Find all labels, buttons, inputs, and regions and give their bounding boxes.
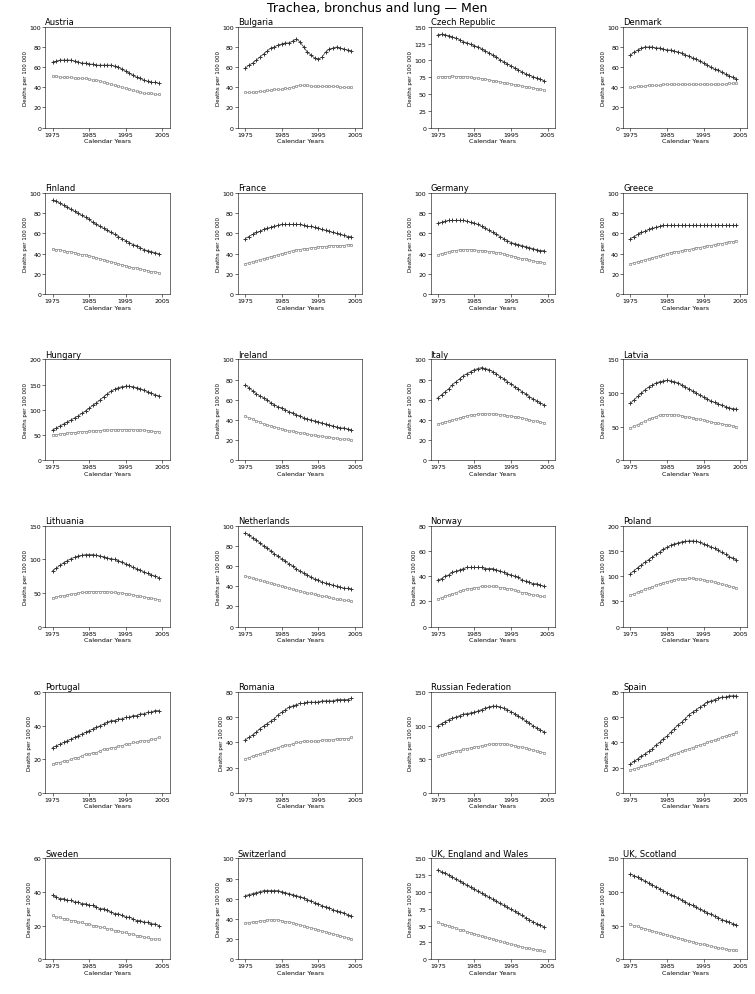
Text: Italy: Italy — [430, 350, 448, 359]
Y-axis label: Deaths per 100 000: Deaths per 100 000 — [601, 217, 606, 271]
Y-axis label: Deaths per 100 000: Deaths per 100 000 — [216, 549, 220, 604]
Y-axis label: Deaths per 100 000: Deaths per 100 000 — [216, 51, 220, 105]
Y-axis label: Deaths per 100 000: Deaths per 100 000 — [408, 217, 414, 271]
Y-axis label: Deaths per 100 000: Deaths per 100 000 — [220, 716, 224, 770]
X-axis label: Calendar Years: Calendar Years — [469, 803, 516, 808]
Y-axis label: Deaths per 100 000: Deaths per 100 000 — [216, 882, 220, 936]
X-axis label: Calendar Years: Calendar Years — [276, 471, 324, 476]
Text: Sweden: Sweden — [45, 849, 79, 858]
X-axis label: Calendar Years: Calendar Years — [469, 139, 516, 144]
Text: Norway: Norway — [430, 517, 463, 526]
Text: Russian Federation: Russian Federation — [430, 683, 510, 692]
Y-axis label: Deaths per 100 000: Deaths per 100 000 — [605, 716, 610, 770]
X-axis label: Calendar Years: Calendar Years — [662, 305, 709, 310]
Text: Latvia: Latvia — [623, 350, 649, 359]
Text: Switzerland: Switzerland — [238, 849, 287, 858]
X-axis label: Calendar Years: Calendar Years — [469, 970, 516, 975]
X-axis label: Calendar Years: Calendar Years — [276, 637, 324, 642]
Text: Poland: Poland — [623, 517, 652, 526]
Text: Germany: Germany — [430, 184, 470, 193]
X-axis label: Calendar Years: Calendar Years — [276, 803, 324, 808]
X-axis label: Calendar Years: Calendar Years — [84, 803, 131, 808]
X-axis label: Calendar Years: Calendar Years — [276, 139, 324, 144]
Y-axis label: Deaths per 100 000: Deaths per 100 000 — [216, 383, 220, 438]
Text: Trachea, bronchus and lung — Men: Trachea, bronchus and lung — Men — [267, 2, 488, 15]
Y-axis label: Deaths per 100 000: Deaths per 100 000 — [27, 882, 32, 936]
X-axis label: Calendar Years: Calendar Years — [662, 471, 709, 476]
Text: Austria: Austria — [45, 18, 75, 27]
Y-axis label: Deaths per 100 000: Deaths per 100 000 — [23, 383, 28, 438]
Y-axis label: Deaths per 100 000: Deaths per 100 000 — [23, 549, 28, 604]
Text: France: France — [238, 184, 266, 193]
X-axis label: Calendar Years: Calendar Years — [662, 970, 709, 975]
X-axis label: Calendar Years: Calendar Years — [276, 305, 324, 310]
Text: Spain: Spain — [623, 683, 647, 692]
X-axis label: Calendar Years: Calendar Years — [84, 970, 131, 975]
Text: Finland: Finland — [45, 184, 76, 193]
X-axis label: Calendar Years: Calendar Years — [84, 471, 131, 476]
Text: UK, England and Wales: UK, England and Wales — [430, 849, 528, 858]
Text: Czech Republic: Czech Republic — [430, 18, 495, 27]
Y-axis label: Deaths per 100 000: Deaths per 100 000 — [23, 217, 28, 271]
X-axis label: Calendar Years: Calendar Years — [469, 471, 516, 476]
Y-axis label: Deaths per 100 000: Deaths per 100 000 — [216, 217, 220, 271]
X-axis label: Calendar Years: Calendar Years — [84, 139, 131, 144]
X-axis label: Calendar Years: Calendar Years — [662, 803, 709, 808]
X-axis label: Calendar Years: Calendar Years — [84, 305, 131, 310]
Text: Netherlands: Netherlands — [238, 517, 290, 526]
Text: Portugal: Portugal — [45, 683, 80, 692]
X-axis label: Calendar Years: Calendar Years — [469, 305, 516, 310]
Text: UK, Scotland: UK, Scotland — [623, 849, 676, 858]
Text: Ireland: Ireland — [238, 350, 267, 359]
Y-axis label: Deaths per 100 000: Deaths per 100 000 — [601, 882, 606, 936]
Text: Denmark: Denmark — [623, 18, 662, 27]
Y-axis label: Deaths per 100 000: Deaths per 100 000 — [408, 383, 414, 438]
Text: Bulgaria: Bulgaria — [238, 18, 273, 27]
Y-axis label: Deaths per 100 000: Deaths per 100 000 — [601, 51, 606, 105]
Y-axis label: Deaths per 100 000: Deaths per 100 000 — [601, 383, 606, 438]
Text: Lithuania: Lithuania — [45, 517, 85, 526]
Y-axis label: Deaths per 100 000: Deaths per 100 000 — [408, 716, 414, 770]
Y-axis label: Deaths per 100 000: Deaths per 100 000 — [601, 549, 606, 604]
Text: Greece: Greece — [623, 184, 653, 193]
X-axis label: Calendar Years: Calendar Years — [84, 637, 131, 642]
Y-axis label: Deaths per 100 000: Deaths per 100 000 — [412, 549, 417, 604]
Y-axis label: Deaths per 100 000: Deaths per 100 000 — [408, 882, 413, 936]
Y-axis label: Deaths per 100 000: Deaths per 100 000 — [23, 51, 28, 105]
X-axis label: Calendar Years: Calendar Years — [276, 970, 324, 975]
X-axis label: Calendar Years: Calendar Years — [469, 637, 516, 642]
X-axis label: Calendar Years: Calendar Years — [662, 139, 709, 144]
Text: Hungary: Hungary — [45, 350, 82, 359]
Y-axis label: Deaths per 100 000: Deaths per 100 000 — [27, 716, 32, 770]
Y-axis label: Deaths per 100 000: Deaths per 100 000 — [408, 51, 413, 105]
X-axis label: Calendar Years: Calendar Years — [662, 637, 709, 642]
Text: Romania: Romania — [238, 683, 275, 692]
